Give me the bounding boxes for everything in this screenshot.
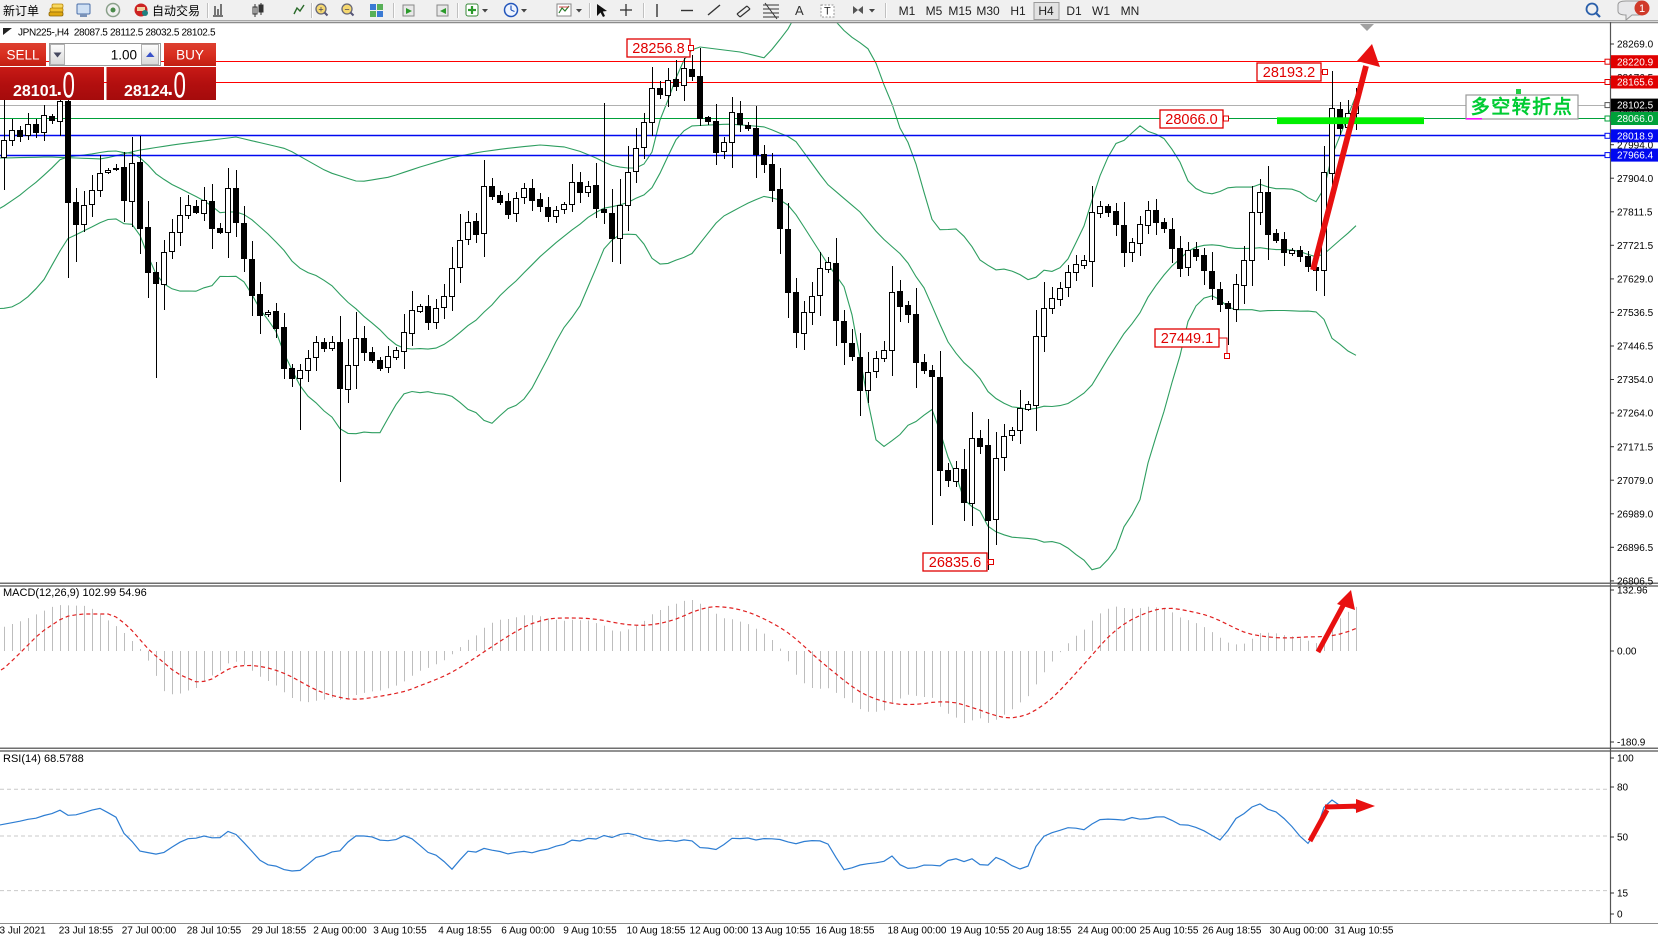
svg-text:28018.9: 28018.9 (1617, 131, 1654, 142)
svg-text:28165.6: 28165.6 (1617, 78, 1654, 89)
svg-text:28066.0: 28066.0 (1617, 114, 1654, 125)
svg-text:MACD(12,26,9) 102.99 54.96: MACD(12,26,9) 102.99 54.96 (3, 587, 147, 599)
svg-text:自动交易: 自动交易 (152, 3, 200, 18)
svg-text:132.96: 132.96 (1617, 586, 1648, 597)
svg-text:+: + (318, 5, 323, 15)
svg-text:A: A (795, 3, 804, 18)
svg-text:H1: H1 (1010, 4, 1026, 18)
svg-text:M15: M15 (948, 4, 972, 18)
svg-text:80: 80 (1617, 783, 1629, 794)
svg-text:M1: M1 (899, 4, 916, 18)
svg-text:27079.0: 27079.0 (1617, 476, 1654, 487)
svg-text:BUY: BUY (176, 48, 204, 63)
svg-text:26896.5: 26896.5 (1617, 543, 1654, 554)
svg-text:26806.5: 26806.5 (1617, 577, 1654, 588)
svg-text:MN: MN (1121, 4, 1140, 18)
svg-text:多空转折点: 多空转折点 (1471, 95, 1574, 118)
svg-text:19 Aug 10:55: 19 Aug 10:55 (951, 926, 1010, 936)
svg-text:1.00: 1.00 (111, 48, 137, 63)
svg-text:28220.9: 28220.9 (1617, 57, 1654, 68)
svg-text:27449.1: 27449.1 (1161, 331, 1213, 347)
svg-text:28 Jul 10:55: 28 Jul 10:55 (187, 926, 242, 936)
svg-text:16 Aug 18:55: 16 Aug 18:55 (816, 926, 875, 936)
svg-text:30 Aug 00:00: 30 Aug 00:00 (1270, 926, 1329, 936)
svg-text:23 Jul 2021: 23 Jul 2021 (0, 926, 46, 936)
svg-text:10 Aug 18:55: 10 Aug 18:55 (627, 926, 686, 936)
svg-text:.: . (57, 78, 63, 100)
svg-text:27811.5: 27811.5 (1617, 207, 1653, 218)
svg-text:4 Aug 18:55: 4 Aug 18:55 (438, 926, 492, 936)
svg-text:2 Aug 00:00: 2 Aug 00:00 (313, 926, 367, 936)
svg-text:25 Aug 10:55: 25 Aug 10:55 (1140, 926, 1199, 936)
svg-text:.: . (168, 78, 174, 100)
svg-text:27354.0: 27354.0 (1617, 375, 1654, 386)
svg-text:27264.0: 27264.0 (1617, 409, 1654, 420)
svg-text:D1: D1 (1066, 4, 1082, 18)
svg-text:28269.0: 28269.0 (1617, 40, 1654, 51)
svg-text:12 Aug 00:00: 12 Aug 00:00 (690, 926, 749, 936)
svg-text:6 Aug 00:00: 6 Aug 00:00 (501, 926, 555, 936)
svg-text:RSI(14) 68.5788: RSI(14) 68.5788 (3, 753, 84, 765)
svg-text:新订单: 新订单 (3, 3, 39, 18)
svg-text:T: T (824, 6, 831, 18)
svg-text:50: 50 (1617, 833, 1629, 844)
svg-text:27 Jul 00:00: 27 Jul 00:00 (122, 926, 177, 936)
svg-text:M5: M5 (926, 4, 943, 18)
svg-text:W1: W1 (1092, 4, 1110, 18)
svg-text:26835.6: 26835.6 (929, 555, 981, 571)
svg-text:27966.4: 27966.4 (1617, 151, 1654, 162)
svg-text:26 Aug 18:55: 26 Aug 18:55 (1203, 926, 1262, 936)
svg-text:13 Aug 10:55: 13 Aug 10:55 (752, 926, 811, 936)
svg-text:28102.5: 28102.5 (1617, 101, 1654, 112)
svg-text:28256.8: 28256.8 (632, 41, 684, 57)
svg-text:26989.0: 26989.0 (1617, 509, 1654, 520)
svg-text:100: 100 (1617, 754, 1634, 765)
svg-text:28101: 28101 (13, 83, 58, 100)
svg-text:9 Aug 10:55: 9 Aug 10:55 (563, 926, 617, 936)
svg-text:1: 1 (1639, 3, 1645, 15)
svg-text:24 Aug 00:00: 24 Aug 00:00 (1078, 926, 1137, 936)
svg-text:27171.5: 27171.5 (1617, 442, 1654, 453)
svg-text:3 Aug 10:55: 3 Aug 10:55 (373, 926, 427, 936)
svg-text:0: 0 (1617, 910, 1623, 921)
svg-text:27536.5: 27536.5 (1617, 308, 1654, 319)
svg-text:-180.9: -180.9 (1617, 738, 1646, 749)
svg-text:SELL: SELL (6, 48, 40, 63)
svg-text:28124: 28124 (124, 83, 169, 100)
svg-text:23 Jul 18:55: 23 Jul 18:55 (59, 926, 114, 936)
svg-text:28066.0: 28066.0 (1165, 112, 1217, 128)
svg-text:27446.5: 27446.5 (1617, 342, 1654, 353)
svg-text:31 Aug 10:55: 31 Aug 10:55 (1335, 926, 1394, 936)
svg-text:15: 15 (1617, 889, 1629, 900)
svg-text:29 Jul 18:55: 29 Jul 18:55 (252, 926, 307, 936)
svg-text:27721.5: 27721.5 (1617, 241, 1654, 252)
svg-text:JPN225-,H4 28087.5 28112.5 28: JPN225-,H4 28087.5 28112.5 28032.5 28102… (18, 28, 216, 39)
svg-text:0: 0 (63, 66, 75, 106)
svg-text:20 Aug 18:55: 20 Aug 18:55 (1013, 926, 1072, 936)
svg-text:27629.0: 27629.0 (1617, 275, 1654, 286)
svg-text:−: − (344, 5, 349, 15)
svg-text:H4: H4 (1038, 4, 1054, 18)
svg-text:0: 0 (174, 66, 186, 106)
svg-text:0.00: 0.00 (1617, 647, 1637, 658)
svg-text:M30: M30 (976, 4, 1000, 18)
svg-text:27994.0: 27994.0 (1617, 140, 1654, 151)
svg-text:18 Aug 00:00: 18 Aug 00:00 (888, 926, 947, 936)
svg-text:27904.0: 27904.0 (1617, 174, 1654, 185)
svg-text:28193.2: 28193.2 (1263, 65, 1315, 81)
